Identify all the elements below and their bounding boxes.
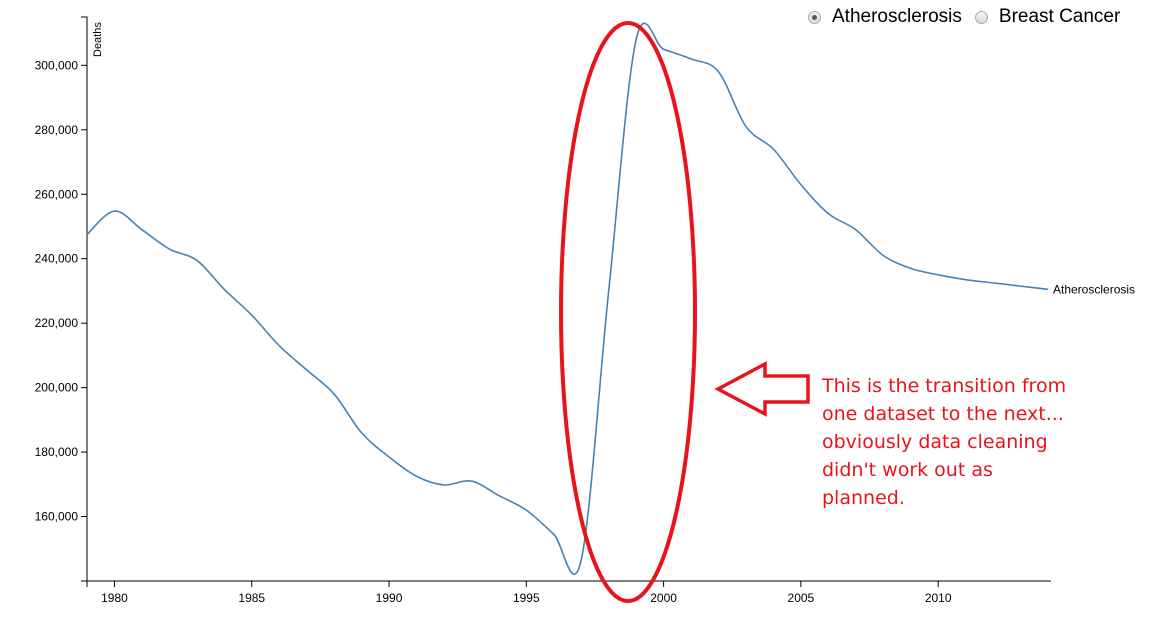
y-tick-label: 240,000 — [35, 252, 79, 266]
y-axis-line — [81, 16, 88, 582]
series-end-label: Atherosclerosis — [1053, 282, 1135, 296]
radio-option-atherosclerosis[interactable]: Atherosclerosis — [808, 6, 962, 28]
radio-label-breast-cancer: Breast Cancer — [998, 6, 1121, 27]
series-group: Atherosclerosis — [86, 22, 1135, 576]
left-arrow-icon — [714, 361, 810, 417]
annotation-text: This is the transition from one dataset … — [822, 375, 1067, 509]
x-tick-label: 2010 — [925, 591, 952, 605]
radio-label-atherosclerosis: Atherosclerosis — [832, 6, 962, 27]
y-axis-title: Deaths — [92, 22, 104, 57]
x-axis: 1980 1985 1990 1995 2000 2005 2010 — [86, 580, 1051, 605]
y-tick-label: 160,000 — [35, 510, 79, 524]
x-tick-label: 1985 — [238, 591, 265, 605]
x-tick-label: 1990 — [376, 591, 403, 605]
y-axis: 160,000 180,000 200,000 220,000 240,000 260,0… — [35, 16, 88, 582]
y-tick-label: 220,000 — [35, 316, 79, 330]
highlight-ellipse — [559, 21, 697, 603]
x-tick-label: 1995 — [513, 591, 540, 605]
radio-selected-icon[interactable] — [808, 10, 821, 24]
series-line — [86, 22, 1049, 576]
y-tick-label: 200,000 — [35, 381, 79, 395]
x-axis-line — [86, 580, 1051, 587]
y-tick-label: 180,000 — [35, 445, 79, 459]
y-tick-label: 280,000 — [35, 123, 79, 137]
radio-unselected-icon[interactable] — [974, 10, 988, 24]
dataset-radio-group: Atherosclerosis Breast Cancer — [808, 6, 1133, 28]
radio-option-breast-cancer[interactable]: Breast Cancer — [974, 6, 1121, 28]
y-tick-label: 260,000 — [35, 187, 79, 201]
y-tick-label: 300,000 — [35, 58, 79, 72]
x-tick-label: 2005 — [788, 591, 815, 605]
x-tick-label: 1980 — [101, 591, 128, 605]
x-tick-label: 2000 — [650, 591, 677, 605]
